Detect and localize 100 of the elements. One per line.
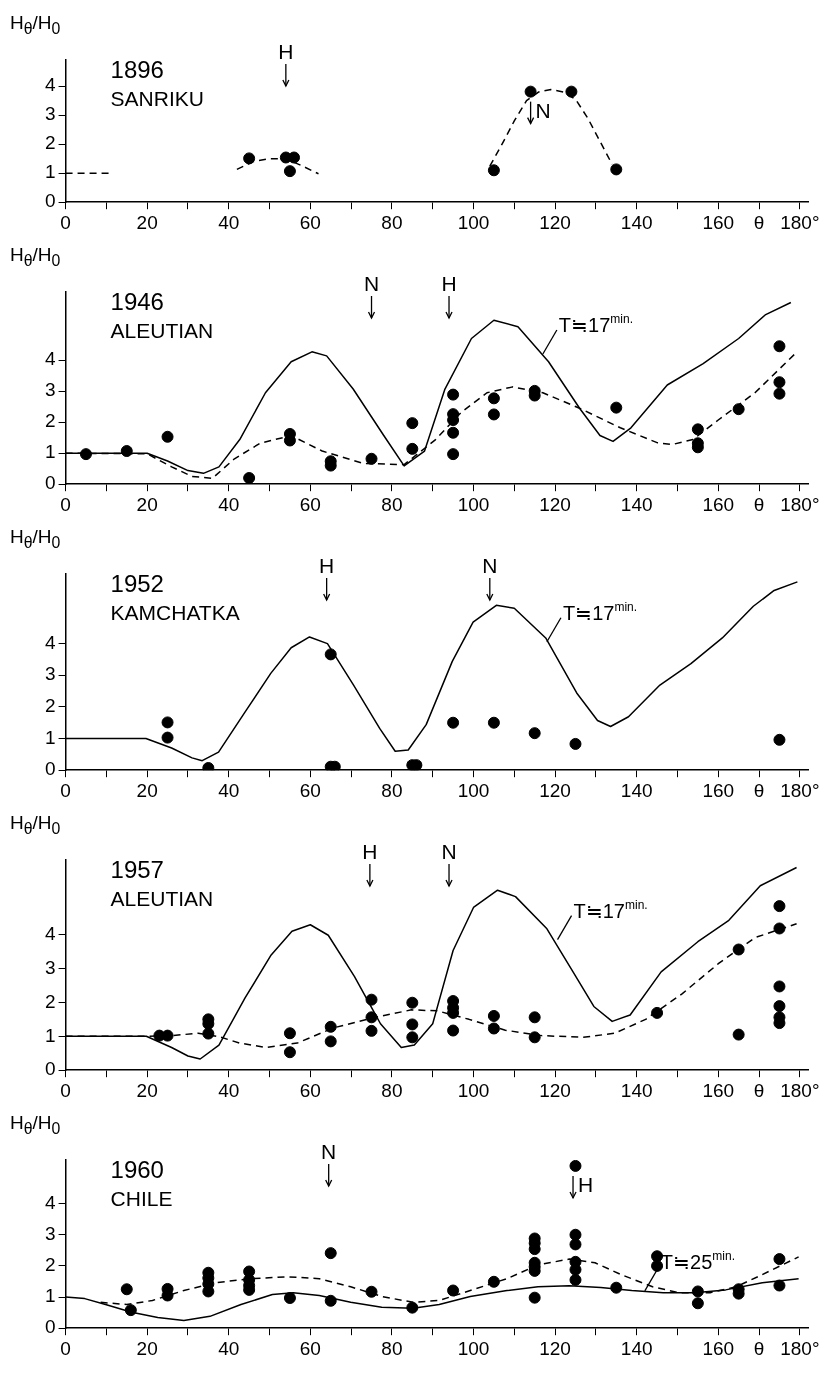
y-tick-label: 1 (44, 1285, 56, 1307)
x-tick-label: 140 (620, 1079, 653, 1101)
x-tick-label: 180° (780, 211, 820, 233)
ref-line-label: N (441, 840, 457, 863)
x-tick-label: 0 (60, 1337, 71, 1359)
ref-line-label: H (578, 1172, 594, 1196)
y-tick-label: 1 (44, 161, 56, 183)
text: ALEUTIAN (110, 319, 214, 342)
x-tick-label: 0 (60, 493, 71, 515)
y-tick-label: 3 (44, 379, 56, 401)
y-tick-label: 0 (44, 472, 56, 494)
y-tick-label: 3 (44, 1222, 56, 1244)
x-tick-label: 120 (539, 493, 571, 515)
x-tick-label: 80 (381, 1079, 403, 1101)
x-tick-label: 20 (136, 211, 158, 233)
y-tick-label: 4 (44, 922, 56, 944)
x-tick-label: 180° (780, 493, 820, 515)
x-tick-label: θ (753, 211, 765, 233)
text: CHILE (110, 1187, 173, 1210)
y-tick-label: 1 (44, 726, 56, 748)
chart-title: 1957 (110, 856, 164, 883)
x-tick-label: 120 (539, 1337, 571, 1359)
y-axis-title: H$_{θ}$/H$_{0}$ (10, 1112, 61, 1138)
y-axis-title: H$_{θ}$/H$_{0}$ (10, 526, 61, 552)
chart-title: 1946 (110, 288, 164, 315)
chart-title: 1952 (110, 570, 164, 597)
y-tick-label: 3 (44, 103, 56, 125)
x-tick-label: 80 (381, 779, 403, 801)
x-tick-label: 180° (780, 1079, 820, 1101)
x-tick-label: 60 (299, 1079, 321, 1101)
y-tick-label: 4 (44, 348, 56, 370)
x-tick-label: 80 (381, 211, 403, 233)
ref-line-label: H (362, 840, 378, 863)
x-tick-label: 40 (218, 1079, 240, 1101)
x-tick-label: 60 (299, 779, 321, 801)
x-tick-label: 160 (702, 779, 735, 801)
x-tick-label: 60 (299, 211, 321, 233)
x-tick-label: 100 (457, 1079, 490, 1101)
x-tick-label: 180° (780, 779, 820, 801)
x-tick-label: 140 (620, 779, 653, 801)
y-tick-label: 0 (44, 190, 56, 212)
x-tick-label: 40 (218, 493, 240, 515)
x-tick-label: 80 (381, 1337, 403, 1359)
x-tick-label: 0 (60, 211, 71, 233)
x-tick-label: θ (753, 1079, 765, 1101)
x-tick-label: 20 (136, 1079, 158, 1101)
x-tick-label: 40 (218, 211, 240, 233)
ref-line-label: N (535, 98, 551, 122)
y-axis-title: H$_{θ}$/H$_{0}$ (10, 812, 61, 838)
x-tick-label: 160 (702, 211, 735, 233)
y-tick-label: 0 (44, 1316, 56, 1338)
x-tick-label: 160 (702, 1337, 735, 1359)
y-axis-title: H$_{θ}$/H$_{0}$ (10, 12, 61, 38)
y-tick-label: 3 (44, 956, 56, 978)
y-axis-title: H$_{θ}$/H$_{0}$ (10, 244, 61, 270)
y-tick-label: 2 (44, 695, 56, 717)
chart-title: 1960 (110, 1156, 164, 1183)
x-tick-label: 100 (457, 779, 490, 801)
x-tick-label: 40 (218, 1337, 240, 1359)
x-tick-label: 20 (136, 1337, 158, 1359)
x-tick-label: 80 (381, 493, 403, 515)
x-tick-label: 120 (539, 211, 571, 233)
x-tick-label: 160 (702, 493, 735, 515)
x-tick-label: 140 (620, 493, 653, 515)
y-tick-label: 3 (44, 663, 56, 685)
ref-line-label: N (363, 272, 380, 295)
ref-line-label: N (482, 554, 498, 577)
text: SANRIKU (110, 87, 204, 110)
y-tick-label: 1 (44, 441, 56, 463)
y-tick-label: 0 (44, 1058, 56, 1080)
x-tick-label: 0 (60, 779, 71, 801)
x-tick-label: 160 (702, 1079, 735, 1101)
x-tick-label: 100 (457, 211, 490, 233)
y-tick-label: 4 (44, 74, 56, 96)
ref-line-label: N (321, 1140, 337, 1163)
x-tick-label: 140 (620, 1337, 653, 1359)
y-tick-label: 2 (44, 410, 56, 432)
x-tick-label: θ (753, 1337, 765, 1359)
y-tick-label: 2 (44, 990, 56, 1012)
y-tick-label: 4 (44, 1191, 56, 1213)
chart-title: 1896 (110, 56, 164, 83)
x-tick-label: 0 (60, 1079, 71, 1101)
x-tick-label: 60 (299, 1337, 321, 1359)
x-tick-label: 120 (539, 1079, 571, 1101)
y-tick-label: 1 (44, 1024, 56, 1046)
y-tick-label: 0 (44, 758, 56, 780)
text: KAMCHATKA (110, 601, 240, 624)
x-tick-label: θ (753, 779, 765, 801)
ref-line-label: H (319, 554, 335, 577)
ref-line-label: H (278, 40, 294, 63)
x-tick-label: 20 (136, 493, 158, 515)
x-tick-label: θ (753, 493, 765, 515)
x-tick-label: 100 (457, 1337, 490, 1359)
x-tick-label: 40 (218, 779, 240, 801)
ref-line-label: H (441, 272, 457, 295)
x-tick-label: 60 (299, 493, 321, 515)
x-tick-label: 120 (539, 779, 571, 801)
x-tick-label: 140 (620, 211, 653, 233)
text: ALEUTIAN (110, 887, 214, 910)
x-tick-label: 100 (457, 493, 490, 515)
